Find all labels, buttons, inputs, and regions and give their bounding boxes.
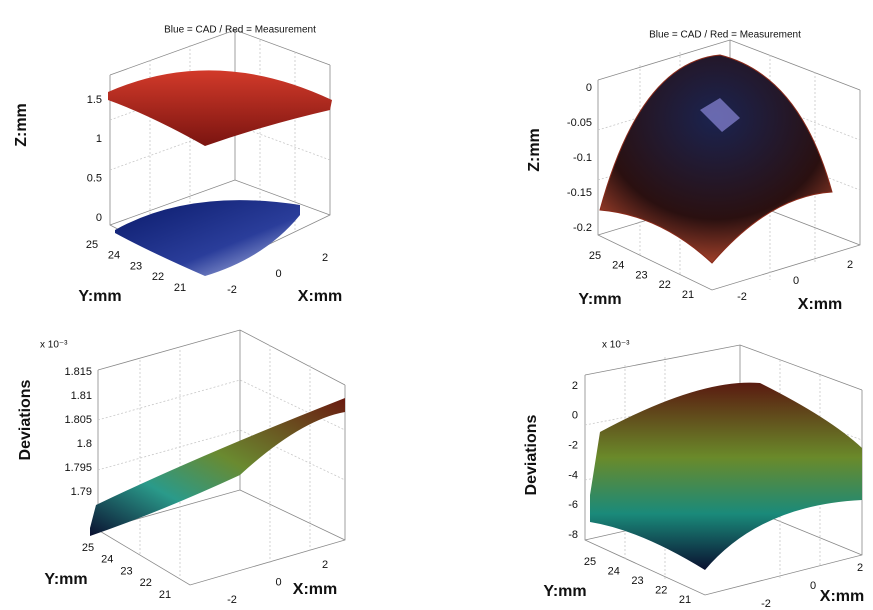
z-tick-label: -0.05 [567,117,592,129]
x-tick-label: 0 [810,580,816,592]
y-tick-label: 22 [140,577,152,589]
x-tick-label: -2 [227,284,237,296]
z-tick-label: 0.5 [87,173,102,185]
y-tick-label: 25 [584,556,596,568]
y-tick-label: 25 [82,542,94,554]
z-tick-label: -4 [568,469,578,481]
y-tick-label: 25 [86,239,98,251]
y-axis-label: Y:mm [78,288,121,305]
z-tick-label: 2 [572,380,578,392]
dome-highlight [700,98,740,132]
z-axis-label: Deviations [17,379,34,460]
z-tick-label: 0 [96,212,102,224]
z-tick-label: -2 [568,440,578,452]
x-tick-label: -2 [761,598,771,610]
deviation-surface [90,398,345,536]
z-tick-label: 1.795 [64,462,92,474]
y-tick-label: 25 [589,250,601,262]
y-tick-label: 21 [682,289,694,301]
axis-scale: x 10⁻³ [40,340,68,351]
z-tick-label: 1.81 [71,390,92,402]
z-tick-label: -0.2 [573,222,592,234]
panel-title: Blue = CAD / Red = Measurement [164,25,316,36]
z-axis-label: Z:mm [526,128,543,172]
x-tick-label: 0 [275,268,281,280]
x-axis-label: X:mm [298,288,342,305]
y-tick-label: 24 [101,554,113,566]
deviation-surface [590,382,862,570]
y-tick-label: 22 [152,271,164,283]
x-tick-label: -2 [227,594,237,606]
y-tick-label: 21 [159,589,171,601]
z-tick-label: -0.1 [573,152,592,164]
y-tick-label: 23 [631,575,643,587]
x-tick-label: 0 [275,576,281,588]
y-tick-label: 22 [659,279,671,291]
x-tick-label: -2 [737,291,747,303]
z-tick-label: 1.79 [71,486,92,498]
x-axis-label: X:mm [293,581,337,598]
y-tick-label: 23 [120,565,132,577]
z-tick-label: 0 [586,82,592,94]
y-tick-label: 23 [130,260,142,272]
z-tick-label: 1.8 [77,438,92,450]
z-tick-label: 1.805 [64,414,92,426]
z-tick-label: -0.15 [567,187,592,199]
x-axis-label: X:mm [798,296,842,313]
z-tick-label: 1.815 [64,366,92,378]
y-tick-label: 21 [679,594,691,606]
x-tick-label: 2 [322,252,328,264]
z-tick-label: 1.5 [87,94,102,106]
z-axis-label: Z:mm [13,103,30,147]
axis-scale: x 10⁻³ [602,340,630,351]
x-axis-label: X:mm [820,588,864,605]
dome-surface [599,54,833,264]
labels: Blue = CAD / Red = Measurement Z:mm 1.5 1 0.… [13,25,864,610]
panel-title: Blue = CAD / Red = Measurement [649,30,801,41]
x-tick-label: 2 [857,562,863,574]
z-axis-label: Deviations [523,414,540,495]
y-axis-label: Y:mm [44,571,87,588]
z-tick-label: -6 [568,499,578,511]
y-tick-label: 21 [174,282,186,294]
y-tick-label: 24 [608,565,620,577]
y-tick-label: 24 [108,250,120,262]
z-tick-label: 1 [96,133,102,145]
y-tick-label: 22 [655,584,667,596]
measurement-surface [108,70,332,146]
z-tick-label: -8 [568,529,578,541]
y-tick-label: 23 [635,269,647,281]
x-tick-label: 2 [847,259,853,271]
cad-surface [115,200,300,276]
z-tick-label: 0 [572,410,578,422]
x-tick-label: 2 [322,559,328,571]
x-tick-label: 0 [793,275,799,287]
y-axis-label: Y:mm [578,291,621,308]
y-tick-label: 24 [612,260,624,272]
y-axis-label: Y:mm [543,583,586,600]
